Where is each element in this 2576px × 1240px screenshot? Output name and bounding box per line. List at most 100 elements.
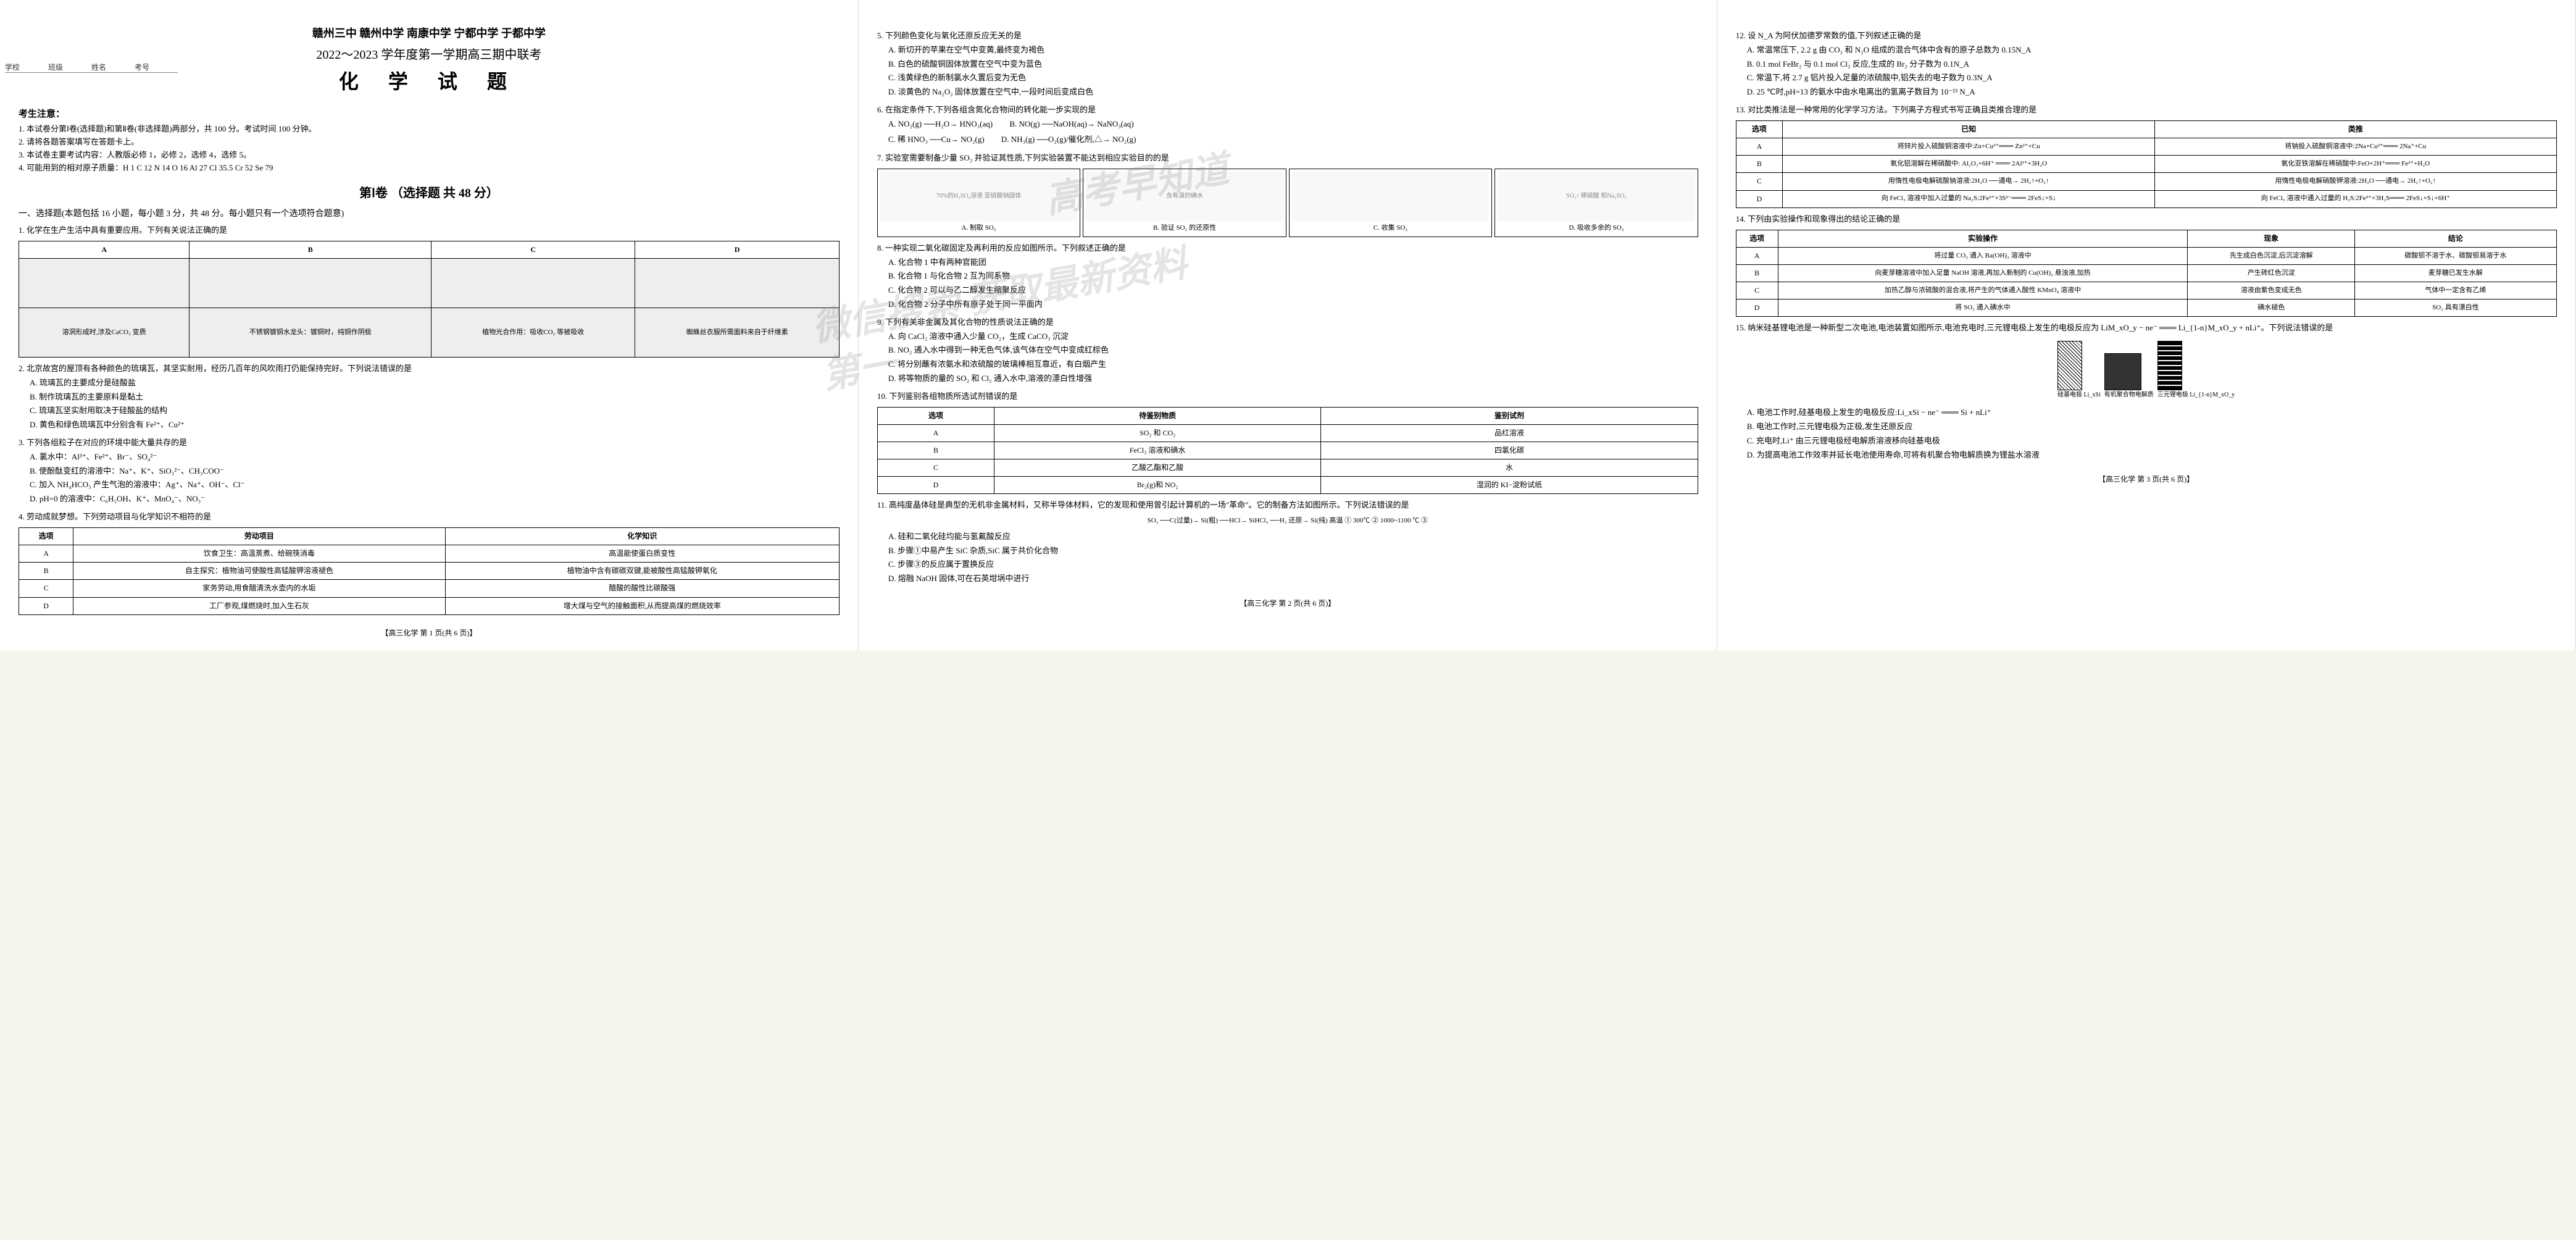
page-3: 12. 设 N_A 为阿伏加德罗常数的值,下列叙述正确的是 A. 常温常压下, … [1717, 0, 2576, 650]
q1-img-cell [19, 258, 190, 308]
q13-th: 已知 [1783, 120, 2155, 138]
exam-notes: 1. 本试卷分第Ⅰ卷(选择题)和第Ⅱ卷(非选择题)两部分，共 100 分。考试时… [19, 122, 840, 173]
cell: 水 [1321, 459, 1698, 477]
q5-opt: D. 淡黄色的 Na₂O₂ 固体放置在空气中,一段时间后变成白色 [888, 86, 1698, 99]
q8-opt: A. 化合物 1 中有两种官能团 [888, 256, 1698, 269]
q10-th: 鉴别试剂 [1321, 407, 1698, 424]
cell: 家务劳动,用食醋清洗水壶内的水垢 [73, 580, 445, 597]
li-electrode-icon [2157, 341, 2182, 390]
cell: 向 FeCl₃ 溶液中加入过量的 Na₂S:2Fe³⁺+3S²⁻═══ 2FeS… [1783, 190, 2155, 207]
cell: 碘水褪色 [2188, 300, 2355, 317]
q9-stem: 9. 下列有关非金属及其化合物的性质说法正确的是 [877, 317, 1054, 327]
cell: 乙酸乙酯和乙酸 [994, 459, 1321, 477]
q14-th: 结论 [2355, 230, 2556, 247]
cell: 醋酸的酸性比碳酸强 [445, 580, 839, 597]
cell: 加热乙醇与浓硫酸的混合液,将产生的气体通入酸性 KMnO₄ 溶液中 [1778, 282, 2188, 300]
cell: 碳酸钡不溶于水、碳酸钡易溶于水 [2355, 247, 2556, 264]
q15-opt: D. 为提高电池工作效率并延长电池使用寿命,可将有机聚合物电解质换为锂盐水溶液 [1747, 449, 2557, 462]
q2-opt: B. 制作琉璃瓦的主要原料是黏土 [30, 391, 840, 404]
q15-opt: C. 充电时,Li⁺ 由三元锂电极经电解质溶液移向硅基电极 [1747, 435, 2557, 448]
q15-stem: 15. 纳米硅基锂电池是一种新型二次电池,电池装置如图所示,电池充电时,三元锂电… [1736, 323, 2333, 332]
q1-caption: 不锈钢镀铜水龙头：镀铜时，纯铜作阴极 [190, 308, 431, 357]
cell: 饮食卫生：高温蒸煮、给碗筷消毒 [73, 545, 445, 562]
q9-opt: D. 将等物质的量的 SO₂ 和 Cl₂ 通入水中,溶液的漂白性增强 [888, 372, 1698, 385]
q3-opt: A. 氯水中：Al³⁺、Fe²⁺、Br⁻、SO₄²⁻ [30, 451, 840, 464]
q11-flow: SO₂ ──C(过量)→ Si(粗) ──HCl→ SiHCl₃ ──H₂ 还原… [877, 516, 1698, 527]
q13-stem: 13. 对比类推法是一种常用的化学学习方法。下列离子方程式书写正确且类推合理的是 [1736, 105, 2037, 114]
q10-table: 选项 待鉴别物质 鉴别试剂 ASO₂ 和 CO₂品红溶液 BFeCl₃ 溶液和碘… [877, 407, 1698, 495]
sidebar-label-id: 考号 [135, 62, 178, 73]
q14-table: 选项 实验操作 现象 结论 A将过量 CO₂ 通入 Ba(OH)₂ 溶液中先生成… [1736, 230, 2557, 317]
q1-caption: 溶洞形成时,涉及CaCO₃ 变质 [19, 308, 190, 357]
page-2-footer: 【高三化学 第 2 页(共 6 页)】 [877, 598, 1698, 608]
note-item: 2. 请将各题答案填写在答题卡上。 [19, 135, 840, 147]
q12-opt: A. 常温常压下, 2.2 g 由 CO₂ 和 N₂O 组成的混合气体中含有的原… [1747, 44, 2557, 57]
cell: B [1736, 156, 1782, 173]
cell: 植物油中含有碳碳双键,能被酸性高锰酸钾氧化 [445, 563, 839, 580]
q1-stem: 1. 化学在生产生活中具有重要应用。下列有关说法正确的是 [19, 225, 227, 235]
q1-caption: 植物光合作用：吸收CO₂ 等被吸收 [431, 308, 635, 357]
q13-th: 类推 [2155, 120, 2556, 138]
q11-opt: D. 熔融 NaOH 固体,可在石英坩埚中进行 [888, 572, 1698, 585]
cell: 增大煤与空气的接触面积,从而提高煤的燃烧效率 [445, 597, 839, 614]
q1-img-cell [431, 258, 635, 308]
q1-table: A B C D 溶洞形成时,涉及CaCO₃ 变质 不锈钢镀铜水龙头：镀铜时，纯铜… [19, 241, 840, 358]
cell: 产生砖红色沉淀 [2188, 264, 2355, 282]
q5-opt: B. 白色的硫酸铜固体放置在空气中变为蓝色 [888, 58, 1698, 71]
q14-th: 实验操作 [1778, 230, 2188, 247]
q1-th: C [431, 241, 635, 258]
cell: D [1736, 190, 1782, 207]
q2-opt: D. 黄色和绿色琉璃瓦中分别含有 Fe²⁺、Cu²⁺ [30, 419, 840, 432]
li-electrode: 三元锂电极 Li_{1-n}M_xO_y [2157, 341, 2235, 400]
battery-diagram: 硅基电极 Li_xSi 有机聚合物电解质 三元锂电极 Li_{1-n}M_xO_… [2054, 341, 2239, 400]
q2-stem: 2. 北京故宫的屋顶有各种颜色的琉璃瓦，其坚实耐用，经历几百年的风吹雨打仍能保持… [19, 364, 412, 373]
cell: 先生成白色沉淀,后沉淀溶解 [2188, 247, 2355, 264]
q7-fig-b: 含有溴的碘水B. 验证 SO₂ 的还原性 [1083, 169, 1286, 237]
q5-opt: C. 浅黄绿色的新制氯水久置后变为无色 [888, 72, 1698, 85]
q4-table: 选项 劳动项目 化学知识 A饮食卫生：高温蒸煮、给碗筷消毒高温能使蛋白质变性 B… [19, 527, 840, 615]
q9-opt: A. 向 CaCl₂ 溶液中通入少量 CO₂，生成 CaCO₃ 沉淀 [888, 330, 1698, 343]
q6-opt: A. NO₂(g) ──H₂O→ HNO₃(aq) [888, 118, 993, 131]
si-electrode-icon [2057, 341, 2082, 390]
si-electrode: 硅基电极 Li_xSi [2057, 341, 2101, 400]
binding-sidebar: 考号 姓名 班级 学校 [5, 62, 178, 98]
q6-stem: 6. 在指定条件下,下列各组含氮化合物间的转化能一步实现的是 [877, 105, 1096, 114]
electrolyte-icon [2104, 353, 2141, 390]
fig-label: A. 制取 SO₂ [880, 223, 1077, 234]
apparatus-icon: SO₂↑ 稀硫酸 和Na₂SO₃ [1498, 172, 1694, 221]
q7-stem: 7. 实验室需要制备少量 SO₂ 并验证其性质,下列实验装置不能达到相应实验目的… [877, 153, 1169, 162]
q11-opt: C. 步骤③的反应属于置换反应 [888, 558, 1698, 571]
q9-opt: B. NO₂ 通入水中得到一种无色气体,该气体在空气中变成红棕色 [888, 344, 1698, 357]
q7: 7. 实验室需要制备少量 SO₂ 并验证其性质,下列实验装置不能达到相应实验目的… [877, 152, 1698, 237]
q1-img-cell [190, 258, 431, 308]
q1: 1. 化学在生产生活中具有重要应用。下列有关说法正确的是 A B C D 溶洞形… [19, 224, 840, 358]
q10: 10. 下列鉴别各组物质所选试剂错误的是 选项 待鉴别物质 鉴别试剂 ASO₂ … [877, 390, 1698, 495]
page-1: 考号 姓名 班级 学校 赣州三中 赣州中学 南康中学 宁都中学 于都中学 202… [0, 0, 859, 650]
cell: C [877, 459, 994, 477]
cell: A [1736, 247, 1778, 264]
cell: D [1736, 300, 1778, 317]
cell: SO₂ 具有漂白性 [2355, 300, 2556, 317]
q11: 11. 高纯度晶体硅是典型的无机非金属材料，又称半导体材料，它的发现和使用曾引起… [877, 499, 1698, 585]
note-item: 4. 可能用到的相对原子质量：H 1 C 12 N 14 O 16 Al 27 … [19, 161, 840, 173]
q7-figures: 70%的H₂SO₄溶液 亚硫酸钠固体A. 制取 SO₂ 含有溴的碘水B. 验证 … [877, 169, 1698, 237]
q4: 4. 劳动成就梦想。下列劳动项目与化学知识不相符的是 选项 劳动项目 化学知识 … [19, 511, 840, 615]
fig-label: C. 收集 SO₂ [1292, 223, 1489, 234]
q14-stem: 14. 下列由实验操作和现象得出的结论正确的是 [1736, 214, 1901, 224]
q12-opt: B. 0.1 mol FeBr₂ 与 0.1 mol Cl₂ 反应,生成的 Br… [1747, 58, 2557, 71]
q6-opt: B. NO(g) ──NaOH(aq)→ NaNO₃(aq) [1009, 118, 1133, 131]
q3-opt: B. 使酚酞变红的溶液中：Na⁺、K⁺、SiO₃²⁻、CH₃COO⁻ [30, 465, 840, 478]
cell: 四氯化碳 [1321, 442, 1698, 459]
apparatus-icon [1292, 172, 1489, 221]
q7-fig-c: C. 收集 SO₂ [1289, 169, 1492, 237]
q13: 13. 对比类推法是一种常用的化学学习方法。下列离子方程式书写正确且类推合理的是… [1736, 104, 2557, 208]
q12: 12. 设 N_A 为阿伏加德罗常数的值,下列叙述正确的是 A. 常温常压下, … [1736, 30, 2557, 99]
cell: 气体中一定含有乙烯 [2355, 282, 2556, 300]
q14: 14. 下列由实验操作和现象得出的结论正确的是 选项 实验操作 现象 结论 A将… [1736, 213, 2557, 317]
cell: 向 FeCl₃ 溶液中通入过量的 H₂S:2Fe³⁺+3H₂S═══ 2FeS↓… [2155, 190, 2556, 207]
cell: 溶液由紫色变成无色 [2188, 282, 2355, 300]
cell: C [19, 580, 73, 597]
q8-opt: D. 化合物 2 分子中所有原子处于同一平面内 [888, 298, 1698, 311]
q13-th: 选项 [1736, 120, 1782, 138]
q5-opt: A. 新切开的苹果在空气中变黄,最终变为褐色 [888, 44, 1698, 57]
